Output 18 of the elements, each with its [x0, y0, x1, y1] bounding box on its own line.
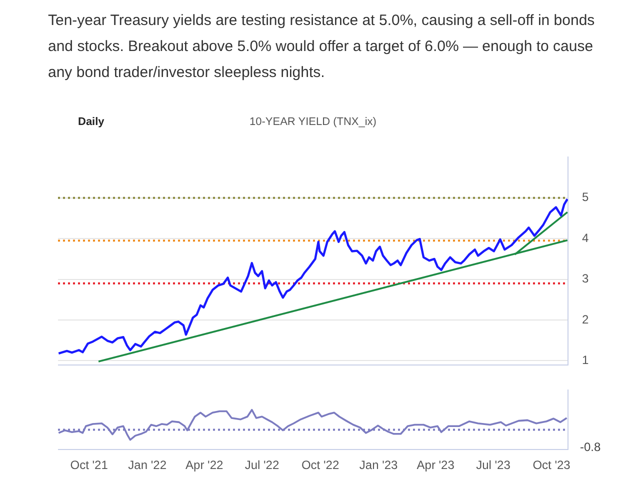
x-tick-label: Oct '22 [301, 458, 340, 472]
x-tick-label: Jan '23 [359, 458, 398, 472]
x-tick-label: Jan '22 [128, 458, 167, 472]
text: -0.8 [580, 440, 602, 454]
y-tick-label: 2 [582, 312, 589, 326]
x-tick-label: Oct '23 [532, 458, 571, 472]
y-tick-label: 4 [582, 230, 589, 245]
chart-subtitle: Daily [78, 116, 104, 128]
text: Ten-year Treasury yields are testing resistance at 5.0%, causing a sell-off in bonds and stocks. Breakout above 5.0% would offer a target of 6.0% — enough to cause any bond trader/investor sleepless nights. [48, 11, 596, 83]
x-tick-label: Apr '22 [186, 458, 224, 472]
y-tick-label: 3 [582, 272, 589, 286]
y-tick-label: 1 [582, 353, 589, 368]
y-tick-label: 5 [582, 190, 589, 204]
x-tick-label: Oct '21 [70, 458, 108, 472]
x-tick-label: Jul '22 [244, 458, 280, 472]
x-tick-label: Apr '23 [416, 458, 455, 472]
x-tick-label: Jul '23 [476, 458, 511, 472]
chart-title: 10-YEAR YIELD (TNX_ix) [250, 116, 376, 128]
